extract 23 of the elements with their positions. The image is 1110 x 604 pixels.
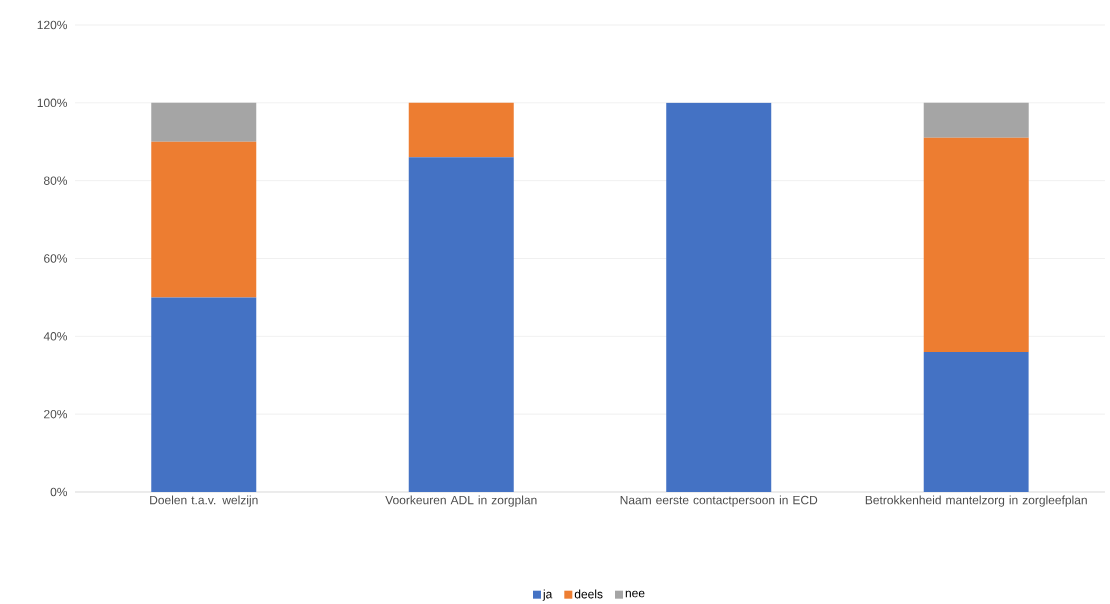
y-tick-label: 60%	[44, 254, 68, 263]
x-tick-label: Doelen t.a.v. welzijn	[150, 495, 258, 507]
y-tick-label: 0%	[50, 487, 68, 497]
y-tick-label: 120%	[37, 20, 68, 30]
y-tick-label: 40%	[43, 332, 68, 341]
bar	[666, 102, 772, 492]
bar	[151, 102, 257, 142]
bar	[408, 102, 514, 158]
bar	[923, 137, 1029, 352]
legend-label: ja	[542, 589, 553, 601]
bar	[151, 141, 257, 298]
x-tick-label: Naam eerste contactpersoon in ECD	[620, 495, 818, 507]
y-tick-label: 20%	[44, 409, 68, 419]
y-tick-label: 80%	[43, 176, 68, 185]
y-tick-label: 100%	[37, 98, 68, 108]
legend-label: nee	[625, 590, 645, 598]
bar	[923, 351, 1029, 492]
x-tick-label: Voorkeuren ADL in zorgplan	[385, 495, 537, 507]
bar	[151, 297, 257, 492]
bar	[923, 102, 1029, 138]
bar	[408, 157, 514, 492]
legend-label: deels	[574, 589, 603, 599]
x-tick-label: Betrokkenheid mantelzorg in zorgleefplan	[865, 495, 1087, 507]
